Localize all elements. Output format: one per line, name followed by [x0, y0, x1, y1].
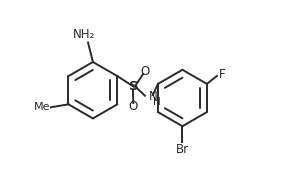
Text: Me: Me — [34, 102, 50, 112]
Text: H: H — [153, 97, 161, 107]
Text: O: O — [128, 100, 137, 113]
Text: S: S — [129, 80, 139, 93]
Text: F: F — [219, 68, 226, 81]
Text: NH₂: NH₂ — [73, 28, 95, 41]
Text: N: N — [148, 90, 157, 103]
Text: Br: Br — [176, 143, 189, 156]
Text: O: O — [140, 65, 150, 78]
